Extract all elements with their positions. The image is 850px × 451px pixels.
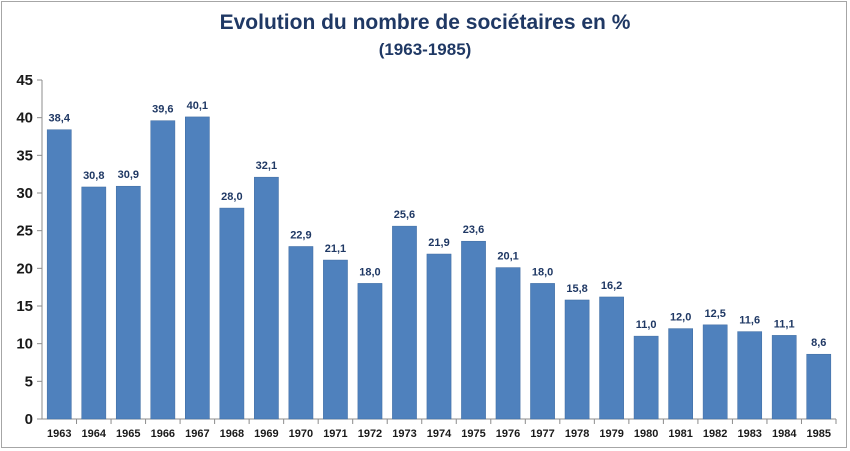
data-label-1976: 20,1 [497, 251, 518, 263]
bar-1966 [150, 120, 176, 420]
x-tick-label-1977: 1977 [530, 428, 554, 440]
bar-1970 [288, 246, 314, 420]
bar-1981 [668, 328, 693, 420]
y-tick-label: 15 [16, 298, 33, 315]
data-label-1971: 21,1 [325, 243, 346, 255]
bar-1973 [392, 225, 417, 420]
y-tick-label: 0 [25, 411, 33, 428]
bar-1974 [426, 253, 452, 420]
data-label-1970: 22,9 [290, 229, 311, 241]
y-tick-label: 20 [16, 260, 33, 277]
x-tick-label-1985: 1985 [806, 428, 830, 440]
bar-1983 [737, 331, 763, 420]
data-label-1981: 12,0 [670, 312, 691, 324]
x-tick-label-1972: 1972 [358, 428, 382, 440]
data-label-1983: 11,6 [739, 315, 760, 327]
y-tick-label: 30 [16, 185, 33, 202]
chart-bars [46, 116, 832, 420]
data-label-1967: 40,1 [187, 100, 208, 112]
chart-data-labels: 38,4 30,8 30,9 39,6 40,1 28,0 32,1 22,9 21,1 18,0… [49, 100, 827, 349]
y-tick-label: 35 [16, 147, 33, 164]
y-tick-label: 5 [25, 373, 33, 390]
y-tick-label: 10 [16, 336, 33, 353]
data-label-1972: 18,0 [359, 266, 380, 278]
x-tick-label-1963: 1963 [47, 428, 71, 440]
y-tick-label: 45 [16, 72, 33, 89]
data-label-1979: 16,2 [601, 280, 622, 292]
bar-1968 [219, 207, 245, 420]
bar-1963 [46, 129, 72, 420]
bar-1985 [806, 353, 832, 420]
bar-1971 [323, 259, 348, 420]
data-label-1966: 39,6 [152, 104, 173, 116]
data-label-1978: 15,8 [566, 283, 587, 295]
bar-1967 [185, 116, 210, 420]
bar-1982 [702, 324, 728, 420]
bar-1972 [357, 283, 383, 420]
x-tick-label-1980: 1980 [634, 428, 658, 440]
x-tick-label-1978: 1978 [565, 428, 589, 440]
bar-1969 [254, 176, 279, 420]
bar-1979 [599, 296, 624, 420]
y-tick-label: 25 [16, 223, 33, 240]
x-tick-label-1983: 1983 [737, 428, 761, 440]
data-label-1964: 30,8 [83, 170, 104, 182]
data-label-1980: 11,0 [636, 319, 657, 331]
x-tick-label-1973: 1973 [392, 428, 416, 440]
bar-1964 [81, 186, 107, 420]
bar-1977 [530, 283, 555, 420]
bar-1980 [633, 335, 659, 420]
x-tick-label-1981: 1981 [668, 428, 692, 440]
data-label-1975: 23,6 [463, 224, 484, 236]
x-tick-label-1968: 1968 [220, 428, 244, 440]
x-tick-label-1965: 1965 [116, 428, 140, 440]
bar-1978 [564, 299, 590, 420]
chart-axes: 0 5 10 15 20 25 30 35 40 45 1963 1964 1965 1966 1967 19… [16, 72, 837, 440]
data-label-1974: 21,9 [428, 237, 449, 249]
bar-1976 [495, 267, 521, 420]
data-label-1965: 30,9 [118, 169, 139, 181]
x-tick-label-1970: 1970 [289, 428, 313, 440]
bar-1975 [461, 240, 486, 420]
x-tick-label-1964: 1964 [82, 428, 107, 440]
bar-1965 [115, 185, 141, 420]
x-tick-label-1982: 1982 [703, 428, 727, 440]
y-tick-label: 40 [16, 110, 33, 127]
x-tick-label-1967: 1967 [185, 428, 209, 440]
data-label-1963: 38,4 [49, 113, 71, 125]
x-tick-label-1971: 1971 [323, 428, 347, 440]
data-label-1968: 28,0 [221, 191, 242, 203]
x-tick-label-1969: 1969 [254, 428, 278, 440]
data-label-1973: 25,6 [394, 209, 415, 221]
x-tick-label-1966: 1966 [151, 428, 175, 440]
data-label-1977: 18,0 [532, 266, 553, 278]
data-label-1982: 12,5 [704, 308, 725, 320]
data-label-1984: 11,1 [774, 318, 795, 330]
bar-1984 [771, 335, 797, 420]
x-tick-label-1979: 1979 [599, 428, 623, 440]
data-label-1969: 32,1 [256, 160, 277, 172]
x-tick-label-1974: 1974 [427, 428, 452, 440]
x-tick-label-1984: 1984 [772, 428, 797, 440]
chart-subtitle: (1963-1985) [378, 40, 472, 59]
x-tick-label-1975: 1975 [461, 428, 485, 440]
chart-title: Evolution du nombre de sociétaires en % [219, 11, 631, 34]
data-label-1985: 8,6 [811, 337, 826, 349]
x-tick-label-1976: 1976 [496, 428, 520, 440]
